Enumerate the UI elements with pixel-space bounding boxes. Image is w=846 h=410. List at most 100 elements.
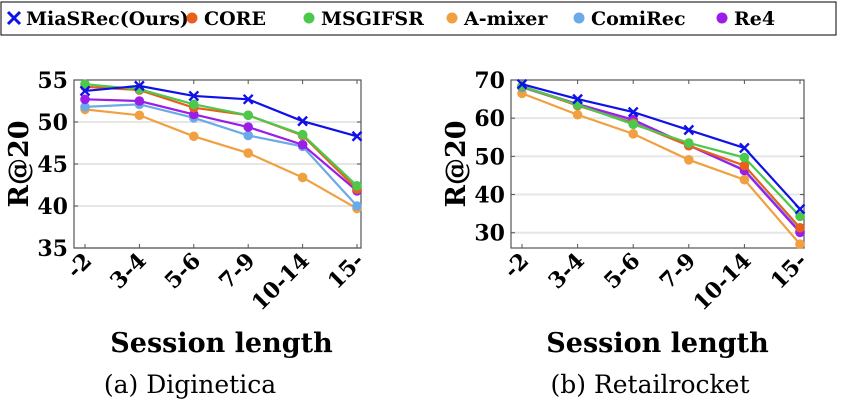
data-point <box>683 124 695 136</box>
series-line <box>521 85 801 218</box>
chart-retailrocket: 30 40 50 60 70 -2 3-4 5-6 7-910-14 15- R@20 Session… <box>441 68 812 399</box>
data-point <box>351 130 363 142</box>
y-tick-label: 40 <box>474 183 505 209</box>
series-msgifsr <box>80 79 362 191</box>
legend-marker-circle-icon <box>573 12 585 24</box>
data-point <box>739 174 750 185</box>
series-line <box>84 103 358 207</box>
chart-caption: (b) Retailrocket <box>550 370 749 399</box>
data-point <box>628 129 638 139</box>
data-point <box>189 109 199 120</box>
data-point <box>79 85 91 97</box>
x-tick-label: 3-4 <box>543 248 589 294</box>
data-point <box>134 110 145 121</box>
series-re4 <box>517 81 805 238</box>
y-tick-label: 40 <box>37 194 68 220</box>
legend-marker-circle-icon <box>716 12 728 24</box>
legend-marker-x-icon <box>6 10 22 26</box>
y-tick-label: 60 <box>474 106 505 132</box>
x-tick-label: 7-9 <box>655 248 701 294</box>
data-point <box>352 181 362 191</box>
data-point <box>188 90 200 102</box>
data-point <box>297 129 308 140</box>
y-tick-label: 70 <box>474 68 505 94</box>
series-line <box>84 98 358 192</box>
series-line <box>84 83 358 187</box>
data-point <box>627 106 639 118</box>
data-point <box>242 93 254 105</box>
x-axis-label: Session length <box>546 328 769 359</box>
legend-marker-circle-icon <box>186 12 198 24</box>
data-point <box>297 115 308 127</box>
plot-frame <box>510 79 805 249</box>
x-tick-label: 5-6 <box>160 248 206 294</box>
y-tick-label: 50 <box>37 110 68 136</box>
legend-box <box>0 1 837 36</box>
data-point <box>572 109 583 120</box>
data-point <box>243 122 253 132</box>
series-line <box>84 84 358 138</box>
legend-marker-circle-icon <box>303 12 315 24</box>
data-point <box>134 96 145 106</box>
data-point <box>243 148 253 158</box>
data-point <box>243 110 253 121</box>
series-comirec <box>80 99 362 211</box>
data-point <box>795 211 805 222</box>
x-tick-label: 15- <box>323 248 369 294</box>
legend-label: MiaSRec(Ours) <box>26 8 189 30</box>
data-point <box>352 201 362 211</box>
legend: MiaSRec(Ours) CORE MSGIFSR A-mixer ComiRec Re… <box>0 1 837 36</box>
data-point <box>80 102 90 112</box>
data-point <box>684 138 694 148</box>
x-tick-label: 5-6 <box>599 248 645 294</box>
data-point <box>795 222 805 233</box>
data-point <box>794 203 806 215</box>
data-point <box>189 99 199 110</box>
data-point <box>189 131 199 142</box>
legend-marker-circle-icon <box>446 12 458 24</box>
plot-frame <box>73 79 362 249</box>
data-point <box>572 93 583 105</box>
series-comirec <box>517 82 805 236</box>
legend-label: CORE <box>204 8 266 30</box>
data-point <box>297 139 308 150</box>
data-point <box>628 119 638 130</box>
legend-label: ComiRec <box>591 8 686 30</box>
legend-label: Re4 <box>734 8 775 30</box>
legend-label: MSGIFSR <box>321 8 424 30</box>
data-point <box>795 239 805 249</box>
series-a-mixer <box>517 88 805 249</box>
y-tick-label: 45 <box>37 152 68 178</box>
y-tick-label: 55 <box>37 68 68 94</box>
legend-label: A-mixer <box>463 8 548 30</box>
series-line <box>84 108 358 210</box>
series-miasrec-ours- <box>79 80 363 142</box>
x-tick-label: 10-14 <box>688 248 756 316</box>
series-miasrec-ours- <box>516 78 806 215</box>
data-point <box>297 172 308 183</box>
data-point <box>80 94 90 105</box>
y-axis-label: R@20 <box>441 120 472 207</box>
data-point <box>739 152 750 163</box>
data-point <box>80 79 90 89</box>
series-line <box>521 83 801 210</box>
data-point <box>739 160 750 171</box>
data-point <box>739 142 750 154</box>
x-tick-label: 7-9 <box>214 248 260 294</box>
y-axis-label: R@20 <box>4 120 35 207</box>
data-point <box>516 78 528 90</box>
y-tick-label: 35 <box>37 236 68 262</box>
y-tick-label: 30 <box>474 221 505 247</box>
data-point <box>243 130 253 141</box>
x-axis-label: Session length <box>110 328 333 359</box>
series-line <box>84 85 358 190</box>
y-tick-label: 50 <box>474 144 505 170</box>
x-tick-label: -2 <box>499 248 535 284</box>
x-tick-label: 10-14 <box>247 248 315 316</box>
data-point <box>684 155 694 165</box>
x-tick-label: 15- <box>766 248 812 294</box>
data-point <box>134 80 145 92</box>
x-tick-label: 3-4 <box>105 248 151 294</box>
